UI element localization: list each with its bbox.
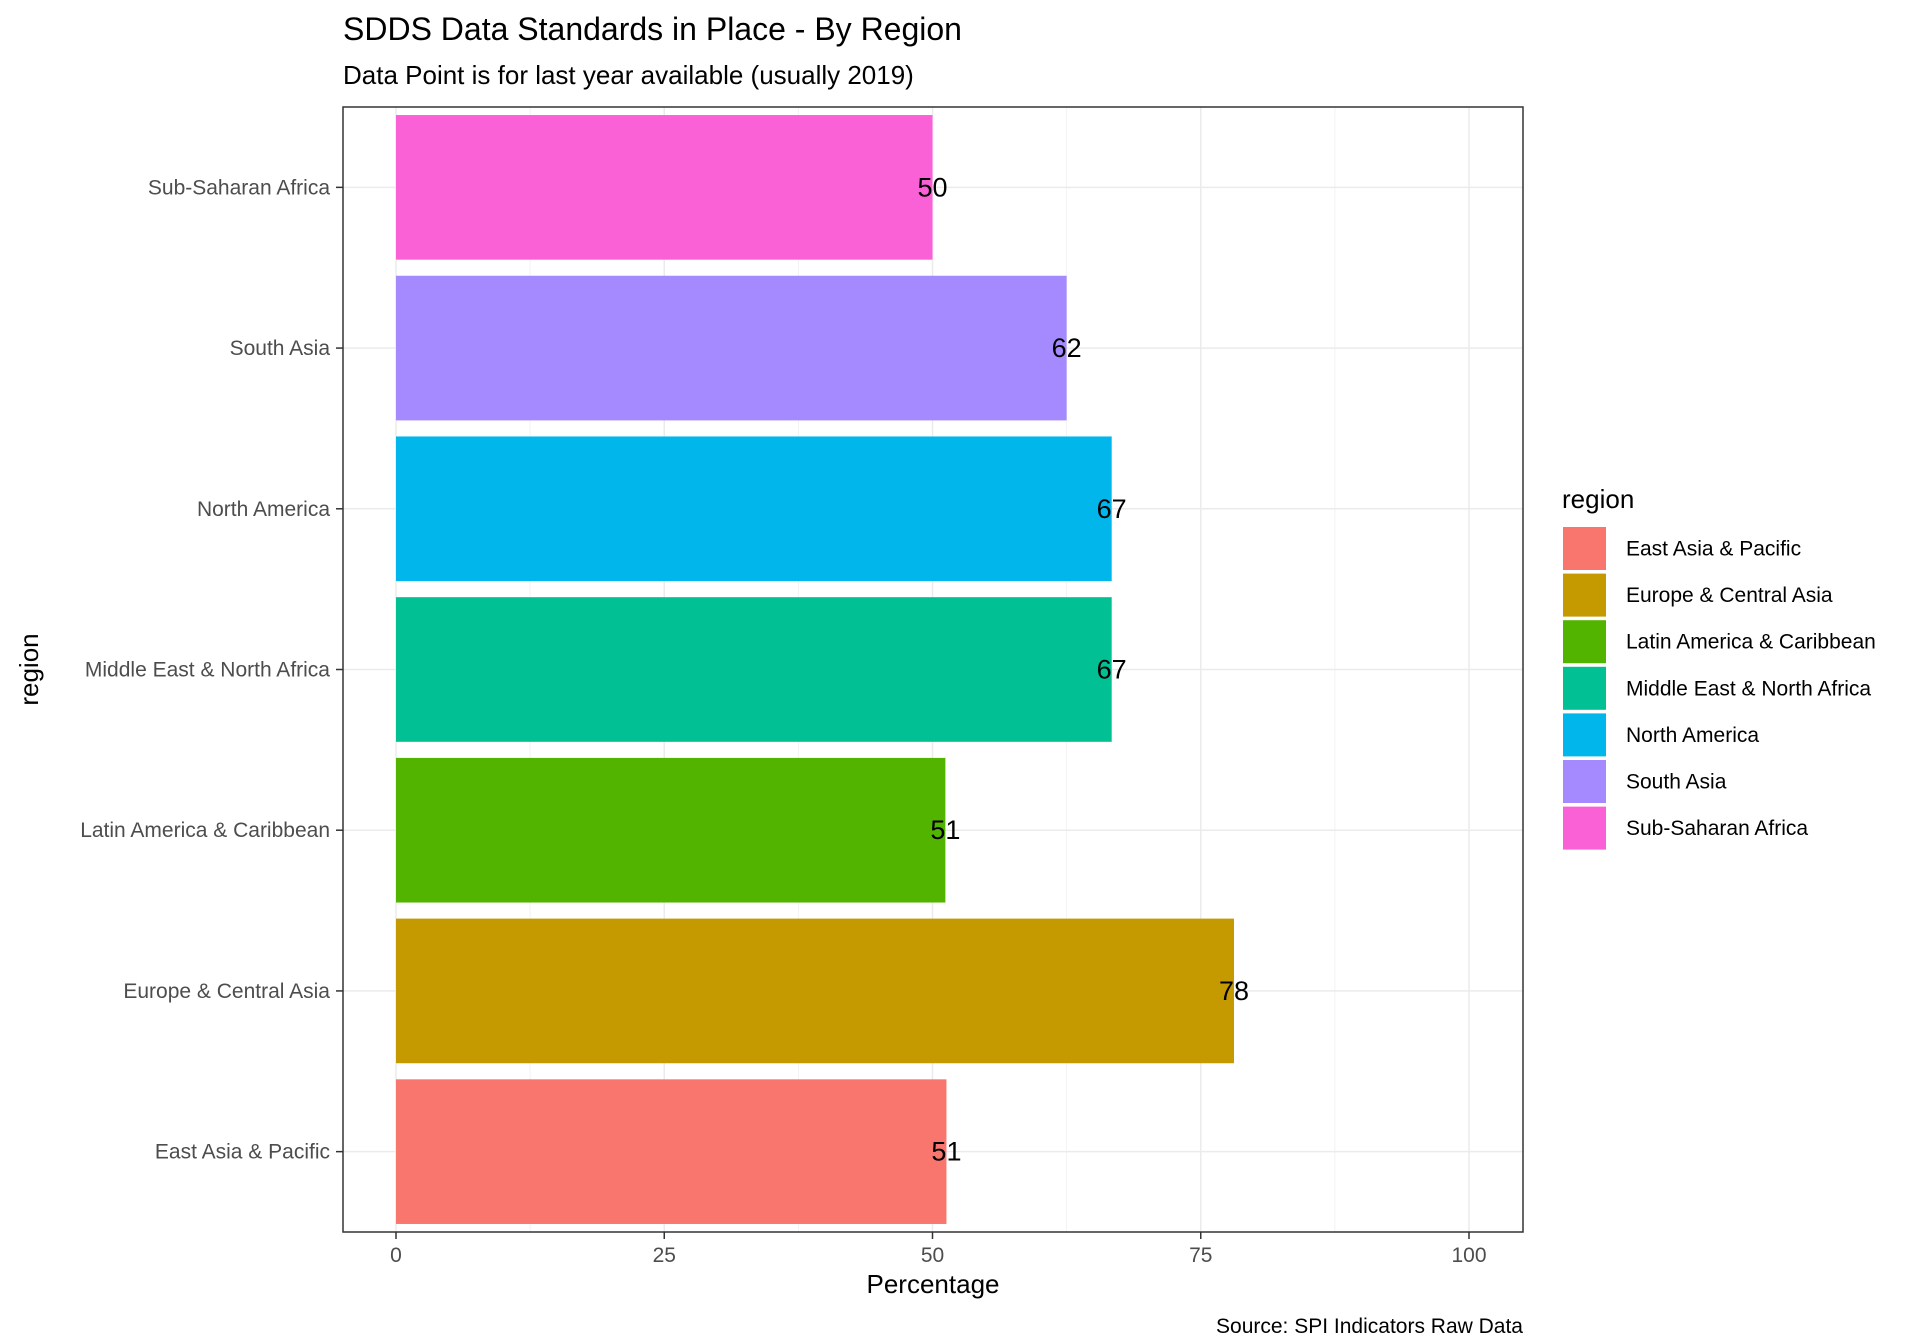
x-axis: 0 25 50 75 100 [390, 1232, 1487, 1267]
legend-key [1563, 620, 1606, 664]
bar [396, 918, 1235, 1064]
x-axis-title: Percentage [867, 1269, 1000, 1299]
plot-panel: 51 78 51 67 67 62 50 [342, 106, 1524, 1233]
legend-label: Europe & Central Asia [1626, 584, 1833, 607]
y-tick-label: North America [197, 498, 330, 521]
y-tick-label: Sub-Saharan Africa [148, 176, 330, 199]
chart-caption: Source: SPI Indicators Raw Data [1216, 1315, 1523, 1338]
legend-label: East Asia & Pacific [1626, 538, 1801, 561]
data-label: 62 [1052, 333, 1082, 363]
legend-key [1563, 666, 1606, 710]
data-label: 67 [1097, 494, 1127, 524]
bar [396, 757, 946, 903]
x-tick-label: 100 [1451, 1244, 1486, 1267]
legend-label: South Asia [1626, 771, 1727, 794]
x-tick-label: 25 [653, 1244, 676, 1267]
y-tick-label: South Asia [230, 337, 331, 360]
legend-label: North America [1626, 724, 1759, 747]
data-labels: 51 78 51 67 67 62 50 [917, 172, 1249, 1166]
y-tick-label: Europe & Central Asia [123, 980, 330, 1003]
data-label: 67 [1097, 655, 1127, 685]
data-label: 50 [917, 172, 947, 202]
bar [396, 275, 1067, 421]
chart-title: SDDS Data Standards in Place - By Region [343, 11, 962, 47]
bar [396, 1079, 947, 1224]
legend-label: Middle East & North Africa [1626, 677, 1871, 700]
legend-key [1563, 713, 1606, 757]
legend: region East Asia & Pacific Europe & Centr… [1562, 484, 1876, 850]
data-label: 51 [931, 1137, 961, 1167]
bar [396, 597, 1112, 742]
y-tick-label: East Asia & Pacific [155, 1141, 330, 1164]
legend-key [1563, 527, 1606, 570]
legend-title: region [1562, 484, 1634, 514]
legend-label: Latin America & Caribbean [1626, 631, 1876, 654]
data-label: 78 [1219, 976, 1249, 1006]
data-label: 51 [930, 815, 960, 845]
y-tick-label: Latin America & Caribbean [80, 819, 330, 842]
chart-subtitle: Data Point is for last year available (u… [343, 60, 914, 90]
bar [396, 115, 933, 260]
bars [396, 115, 1235, 1224]
y-axis-title: region [14, 633, 44, 705]
legend-key [1563, 760, 1606, 803]
x-tick-label: 75 [1189, 1244, 1212, 1267]
bar [396, 436, 1112, 582]
legend-key [1563, 573, 1606, 617]
legend-label: Sub-Saharan Africa [1626, 817, 1808, 840]
x-tick-label: 0 [390, 1244, 402, 1267]
y-tick-label: Middle East & North Africa [85, 659, 330, 682]
y-axis: East Asia & Pacific Europe & Central Asia… [80, 176, 343, 1164]
x-tick-label: 50 [921, 1244, 944, 1267]
legend-key [1563, 806, 1606, 850]
